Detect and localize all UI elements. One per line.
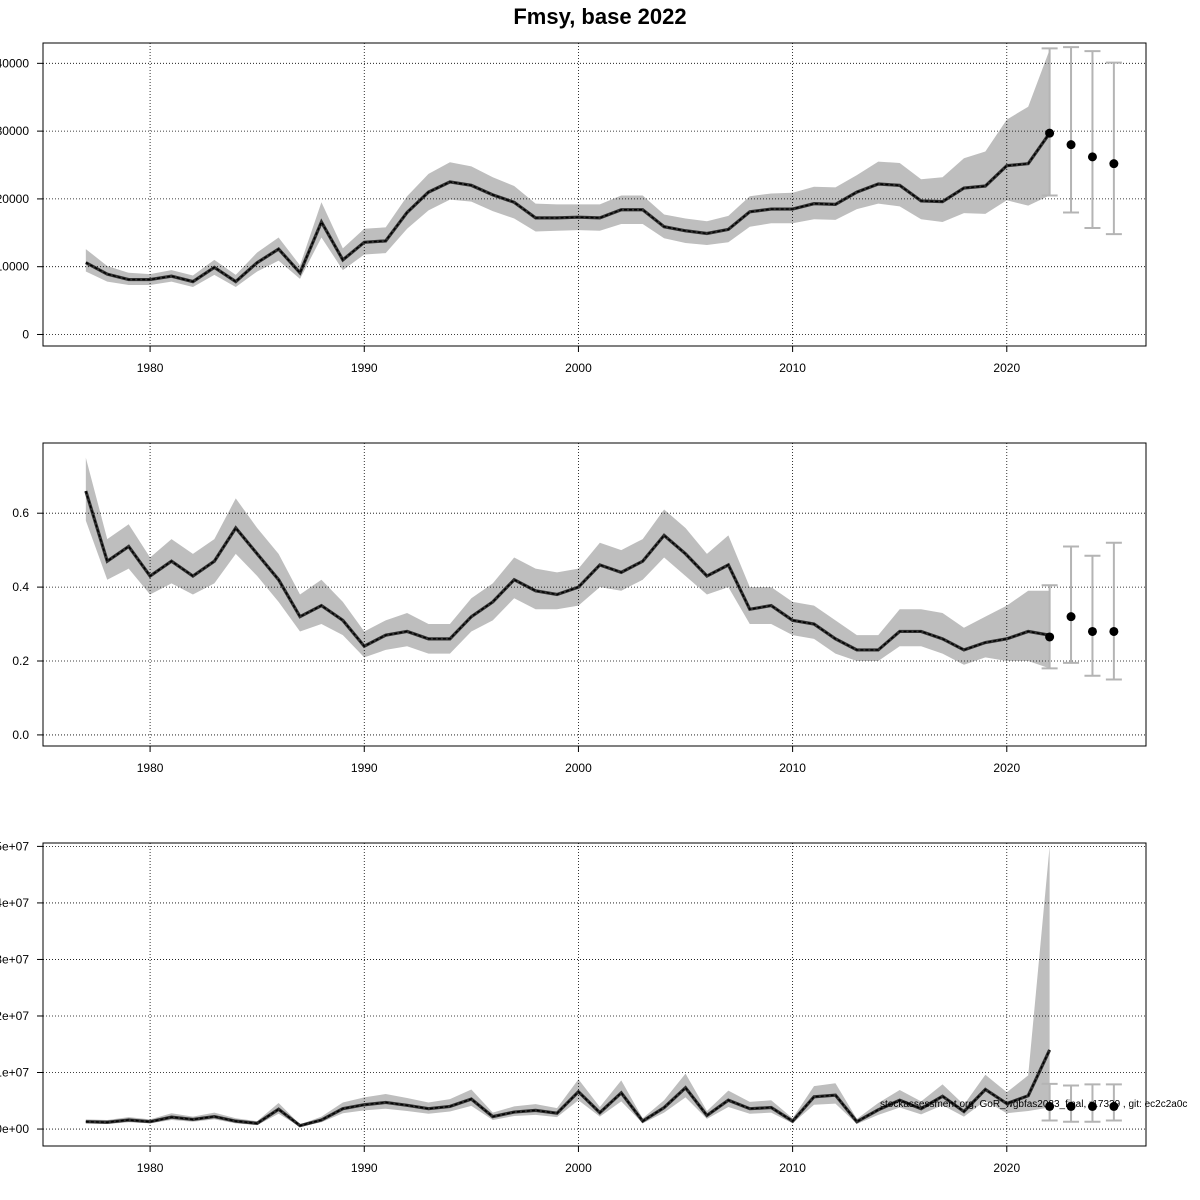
y-tick-label: 0.6: [12, 506, 29, 520]
y-tick-label: 10000: [0, 260, 29, 274]
y-tick-label: 2e+07: [0, 1009, 29, 1023]
x-tick-label: 2000: [565, 361, 592, 375]
y-tick-label: 0e+00: [0, 1122, 29, 1136]
x-axis-title: Year: [581, 798, 608, 813]
confidence-band: [85, 49, 1050, 288]
estimate-line-dashes: [85, 1049, 1051, 1127]
plot-area: [43, 43, 1146, 346]
y-tick-label: 0: [22, 327, 29, 341]
plot-box: [42, 842, 1147, 1147]
y-tick-label: 30000: [0, 124, 29, 138]
figure-title: Fmsy, base 2022: [513, 4, 686, 29]
x-tick-label: 1990: [351, 361, 378, 375]
plot-box: [42, 42, 1147, 347]
y-tick-label: 0.0: [12, 728, 29, 742]
forecast-point: [1045, 128, 1055, 138]
forecast-point: [1109, 626, 1119, 636]
x-tick-label: 2010: [779, 761, 806, 775]
confidence-band: [85, 457, 1050, 669]
y-tick-label: 40000: [0, 56, 29, 70]
plot-box: [42, 442, 1147, 747]
x-tick-label: 1990: [351, 761, 378, 775]
chart-panel-3: 1980 1990 2000 2010 2020 0e+00 1e+07 2e+07 3e+07…: [0, 839, 1147, 1200]
plot-area: [43, 843, 1146, 1146]
x-axis-title: Year: [581, 1198, 608, 1200]
plot-area: [43, 443, 1146, 746]
forecast-point: [1109, 159, 1119, 169]
forecast-point: [1066, 140, 1076, 150]
x-tick-label: 1990: [351, 1161, 378, 1175]
x-tick-label: 1980: [137, 361, 164, 375]
forecast-point: [1045, 632, 1055, 642]
x-tick-label: 2020: [993, 1161, 1020, 1175]
y-tick-label: 5e+07: [0, 839, 29, 853]
forecast-point: [1087, 626, 1097, 636]
x-tick-label: 1980: [137, 761, 164, 775]
chart-panel-2: 1980 1990 2000 2010 2020 0.0 0.2 0.4 0.6 Year: [12, 442, 1147, 813]
forecast-point: [1066, 1101, 1076, 1111]
forecast-point: [1066, 612, 1076, 622]
estimate-line-dashes: [85, 132, 1051, 283]
x-tick-label: 1980: [137, 1161, 164, 1175]
footnote: stockassessment.org, GoR_wgbfas2023_fina…: [880, 1099, 1187, 1110]
y-tick-label: 3e+07: [0, 952, 29, 966]
y-tick-label: 0.4: [12, 580, 29, 594]
forecast-point: [1109, 1101, 1119, 1111]
forecast-point: [1087, 152, 1097, 162]
x-tick-label: 2000: [565, 761, 592, 775]
confidence-band: [85, 846, 1050, 1127]
y-tick-label: 1e+07: [0, 1066, 29, 1080]
x-tick-label: 2010: [779, 1161, 806, 1175]
forecast-point: [1045, 1101, 1055, 1111]
x-tick-label: 2010: [779, 361, 806, 375]
forecast-point: [1087, 1101, 1097, 1111]
x-tick-label: 2020: [993, 761, 1020, 775]
estimate-line-dashes: [85, 490, 1050, 651]
x-tick-label: 2000: [565, 1161, 592, 1175]
y-tick-label: 0.2: [12, 654, 29, 668]
y-tick-label: 4e+07: [0, 896, 29, 910]
x-tick-label: 2020: [993, 361, 1020, 375]
estimate-line: [85, 1049, 1052, 1128]
x-axis-title: Year: [581, 398, 608, 413]
